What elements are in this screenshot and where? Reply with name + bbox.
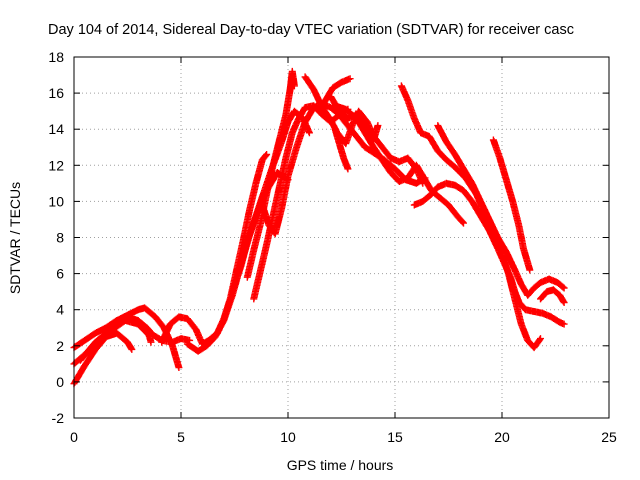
series-sat-n — [331, 125, 352, 173]
y-tick-label: 10 — [48, 193, 64, 209]
x-tick-labels: 0 5 10 15 20 25 — [70, 429, 617, 445]
x-tick-label: 0 — [70, 429, 78, 445]
series-sat-p — [397, 82, 544, 352]
series-markers — [537, 286, 568, 306]
series-markers — [331, 125, 352, 173]
y-axis-label: SDTVAR / TECUs — [7, 182, 23, 294]
y-tick-label: 6 — [56, 266, 64, 282]
x-tick-label: 25 — [601, 429, 617, 445]
chart-title: Day 104 of 2014, Sidereal Day-to-day VTE… — [48, 22, 574, 38]
x-tick-label: 5 — [177, 429, 185, 445]
y-tick-label: 14 — [48, 121, 64, 137]
data-series — [70, 67, 568, 388]
y-tick-label: 18 — [48, 49, 64, 65]
series-sat-h — [243, 67, 298, 281]
x-tick-label: 15 — [387, 429, 403, 445]
series-sat-q — [410, 179, 568, 328]
y-tick-labels: -2 0 2 4 6 8 10 12 14 16 18 — [48, 49, 64, 426]
x-tick-label: 20 — [494, 429, 510, 445]
x-axis-label: GPS time / hours — [287, 457, 394, 473]
series-markers — [410, 179, 568, 328]
series-sat-r — [434, 122, 568, 299]
series-markers — [489, 136, 534, 274]
y-tick-label: 12 — [48, 157, 64, 173]
axis-ticks — [73, 56, 610, 419]
y-tick-label: 4 — [56, 302, 64, 318]
series-sat-t — [537, 286, 568, 306]
series-markers — [397, 82, 544, 352]
series-sat-l — [320, 75, 354, 106]
series-sat-s — [489, 136, 534, 274]
series-markers — [320, 75, 354, 106]
series-markers — [243, 67, 298, 281]
series-markers — [434, 122, 568, 299]
x-tick-label: 10 — [280, 429, 296, 445]
y-tick-label: 8 — [56, 230, 64, 246]
y-tick-label: 2 — [56, 338, 64, 354]
y-tick-label: 16 — [48, 85, 64, 101]
y-tick-label: 0 — [56, 374, 64, 390]
y-tick-label: -2 — [52, 410, 65, 426]
